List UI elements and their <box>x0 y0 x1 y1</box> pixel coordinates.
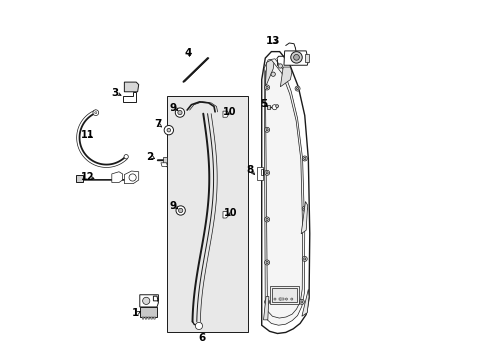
Circle shape <box>278 64 282 68</box>
Polygon shape <box>301 202 307 234</box>
Circle shape <box>290 51 302 63</box>
Circle shape <box>95 112 97 114</box>
Polygon shape <box>261 51 309 333</box>
Polygon shape <box>124 171 139 184</box>
Polygon shape <box>147 317 149 319</box>
Polygon shape <box>140 307 157 317</box>
Circle shape <box>284 59 288 64</box>
Polygon shape <box>150 317 152 319</box>
Circle shape <box>142 297 149 305</box>
Circle shape <box>285 58 289 63</box>
Polygon shape <box>153 317 155 319</box>
Polygon shape <box>161 163 167 166</box>
Circle shape <box>279 298 281 300</box>
Polygon shape <box>265 60 273 87</box>
Circle shape <box>290 298 292 300</box>
Polygon shape <box>305 54 308 62</box>
Text: 8: 8 <box>245 165 253 175</box>
Circle shape <box>264 127 269 132</box>
Circle shape <box>129 174 136 181</box>
Text: 9: 9 <box>170 103 177 113</box>
Circle shape <box>299 300 304 305</box>
Circle shape <box>265 172 267 174</box>
Bar <box>167 96 247 332</box>
Circle shape <box>265 261 267 264</box>
Text: 13: 13 <box>265 36 280 46</box>
Polygon shape <box>140 295 158 307</box>
Circle shape <box>175 108 184 117</box>
Polygon shape <box>264 59 304 325</box>
Polygon shape <box>280 67 291 87</box>
Circle shape <box>271 105 277 110</box>
Text: 1: 1 <box>132 309 139 318</box>
Text: 10: 10 <box>223 107 236 117</box>
Text: 6: 6 <box>198 333 205 343</box>
Circle shape <box>265 129 267 131</box>
Polygon shape <box>301 289 308 316</box>
Polygon shape <box>122 92 136 102</box>
Text: 7: 7 <box>154 120 161 129</box>
Circle shape <box>293 54 299 60</box>
Circle shape <box>124 154 128 159</box>
Polygon shape <box>112 172 122 183</box>
Circle shape <box>265 86 267 89</box>
Polygon shape <box>142 317 144 319</box>
Polygon shape <box>76 175 83 182</box>
Circle shape <box>303 208 305 210</box>
Text: 5: 5 <box>259 99 266 109</box>
Circle shape <box>264 260 269 265</box>
Polygon shape <box>163 157 167 163</box>
Text: 4: 4 <box>184 48 191 58</box>
Text: 10: 10 <box>224 208 237 218</box>
Circle shape <box>302 206 306 211</box>
Circle shape <box>264 85 269 90</box>
Circle shape <box>286 60 288 62</box>
Bar <box>270 286 298 304</box>
Text: 2: 2 <box>146 152 154 162</box>
Circle shape <box>176 206 185 215</box>
Bar <box>271 288 297 302</box>
Circle shape <box>167 129 170 132</box>
Polygon shape <box>124 82 139 92</box>
Circle shape <box>302 256 306 261</box>
Bar <box>279 298 283 301</box>
Text: 12: 12 <box>81 172 94 182</box>
Polygon shape <box>263 297 268 320</box>
Circle shape <box>178 111 182 115</box>
Text: 9: 9 <box>170 201 177 211</box>
Circle shape <box>285 298 287 300</box>
Polygon shape <box>223 212 228 218</box>
Circle shape <box>195 322 202 329</box>
Circle shape <box>294 86 300 91</box>
Circle shape <box>265 301 267 303</box>
Circle shape <box>275 105 278 108</box>
Circle shape <box>265 219 267 221</box>
Bar <box>266 105 269 109</box>
Circle shape <box>264 170 269 175</box>
Circle shape <box>303 157 305 159</box>
Circle shape <box>302 156 306 161</box>
Polygon shape <box>256 167 263 180</box>
Text: 11: 11 <box>81 130 94 140</box>
Circle shape <box>303 258 305 260</box>
Circle shape <box>164 126 173 135</box>
Circle shape <box>270 72 275 76</box>
Circle shape <box>178 208 183 213</box>
Circle shape <box>264 300 269 305</box>
Polygon shape <box>223 111 228 117</box>
Polygon shape <box>284 51 308 65</box>
Circle shape <box>296 87 298 90</box>
Circle shape <box>300 301 303 303</box>
Polygon shape <box>144 317 147 319</box>
Text: 3: 3 <box>112 88 119 98</box>
Circle shape <box>93 110 99 116</box>
Circle shape <box>273 298 276 300</box>
Circle shape <box>264 217 269 222</box>
